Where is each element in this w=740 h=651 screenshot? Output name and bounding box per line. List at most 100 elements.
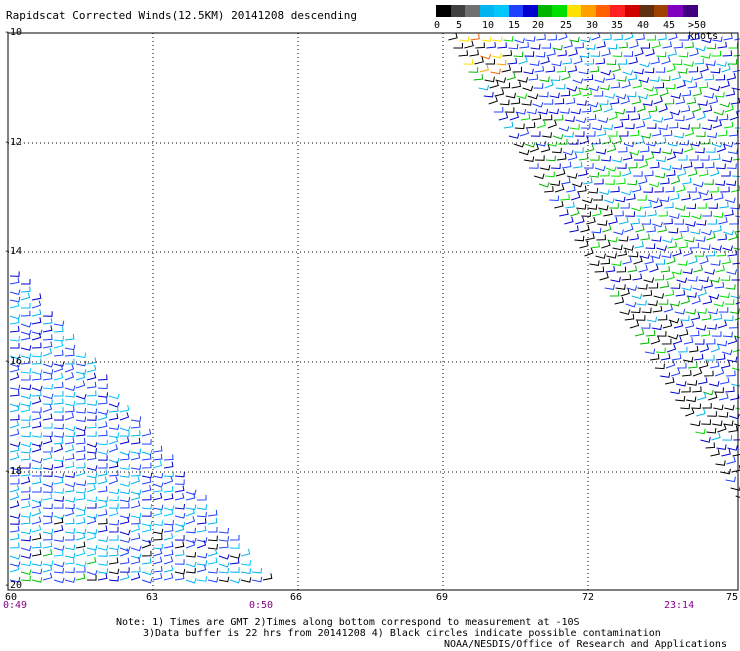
wind-barb bbox=[21, 432, 30, 437]
wind-barb bbox=[720, 187, 729, 192]
wind-barb bbox=[536, 34, 545, 40]
wind-barb bbox=[701, 230, 711, 235]
wind-barb bbox=[538, 109, 548, 114]
wind-barb bbox=[513, 67, 522, 72]
wind-barb bbox=[109, 470, 118, 476]
wind-barb bbox=[671, 369, 680, 377]
wind-barb bbox=[707, 44, 716, 49]
wind-barb bbox=[10, 492, 19, 500]
wind-barb bbox=[605, 284, 615, 289]
wind-barb bbox=[678, 260, 688, 265]
wind-barb bbox=[575, 217, 584, 224]
wind-barb bbox=[131, 490, 141, 495]
wind-barb bbox=[120, 482, 130, 487]
wind-barb bbox=[673, 60, 682, 65]
wind-barb bbox=[54, 473, 64, 478]
wind-barb bbox=[717, 62, 727, 67]
wind-barb bbox=[702, 211, 711, 216]
wind-barb bbox=[601, 258, 610, 264]
wind-barb bbox=[43, 374, 52, 380]
wind-barb bbox=[32, 407, 41, 412]
wind-barb bbox=[65, 545, 75, 550]
wind-barb bbox=[713, 212, 723, 217]
wind-barb bbox=[559, 126, 569, 131]
wind-barb bbox=[10, 290, 20, 295]
wind-barb bbox=[10, 543, 19, 548]
wind-barb bbox=[120, 437, 129, 444]
wind-barb bbox=[98, 537, 108, 542]
wind-barb bbox=[574, 147, 583, 152]
wind-barb bbox=[585, 145, 594, 152]
wind-barb bbox=[613, 230, 623, 235]
wind-barb bbox=[723, 230, 733, 235]
wind-barb bbox=[43, 399, 52, 404]
wind-barb bbox=[32, 293, 41, 300]
wind-barb bbox=[197, 560, 207, 565]
wind-barb bbox=[731, 485, 740, 490]
wind-barb bbox=[567, 86, 577, 91]
wind-barb bbox=[557, 154, 566, 160]
wind-barb bbox=[98, 486, 107, 492]
wind-barb bbox=[635, 241, 644, 248]
wind-barb bbox=[562, 162, 571, 168]
wind-barb bbox=[21, 303, 30, 308]
wind-barb bbox=[54, 462, 63, 469]
wind-barb bbox=[547, 35, 556, 40]
wind-barb bbox=[732, 366, 740, 371]
wind-barb bbox=[729, 323, 738, 328]
wind-barb bbox=[21, 279, 30, 284]
wind-barb bbox=[733, 154, 740, 160]
wind-barb bbox=[510, 112, 519, 120]
wind-barb bbox=[573, 162, 582, 168]
wind-barb bbox=[636, 121, 645, 128]
wind-barb bbox=[98, 551, 107, 556]
wind-barb bbox=[208, 577, 218, 582]
wind-barb bbox=[701, 419, 710, 424]
wind-barb bbox=[76, 573, 85, 580]
wind-barb bbox=[54, 415, 63, 420]
wind-barb bbox=[87, 415, 96, 420]
wind-barb bbox=[716, 164, 725, 169]
wind-barb bbox=[564, 41, 573, 48]
wind-barb bbox=[683, 269, 693, 274]
wind-barb bbox=[142, 578, 152, 583]
wind-barb bbox=[633, 171, 642, 176]
wind-barb bbox=[43, 561, 53, 566]
wind-barb bbox=[87, 570, 97, 575]
wind-barb bbox=[634, 155, 643, 160]
wind-barb bbox=[534, 83, 543, 88]
wind-barb bbox=[153, 549, 162, 556]
wind-barb bbox=[563, 58, 572, 64]
wind-barb bbox=[669, 123, 678, 129]
wind-barb bbox=[672, 354, 681, 361]
wind-barb bbox=[729, 219, 738, 224]
wind-barb bbox=[120, 503, 129, 508]
wind-barb bbox=[612, 261, 622, 266]
wind-barb bbox=[43, 318, 52, 324]
wind-barb bbox=[699, 170, 708, 177]
wind-barb bbox=[208, 518, 217, 524]
wind-barb bbox=[681, 387, 690, 392]
wind-barb bbox=[664, 113, 673, 120]
wind-barb bbox=[567, 173, 577, 178]
wind-barb bbox=[131, 476, 140, 484]
wind-barb bbox=[87, 557, 96, 564]
wind-barb bbox=[21, 518, 30, 524]
wind-barb bbox=[32, 386, 42, 391]
wind-barb bbox=[558, 32, 567, 40]
wind-barb bbox=[87, 484, 96, 492]
wind-barb bbox=[54, 546, 64, 551]
wind-barb bbox=[684, 337, 693, 344]
wind-barb bbox=[729, 130, 738, 136]
wind-barb bbox=[120, 497, 130, 502]
wind-barb bbox=[164, 506, 174, 511]
wind-barb bbox=[54, 444, 63, 452]
wind-barb bbox=[697, 393, 706, 400]
wind-barb bbox=[54, 321, 64, 326]
wind-barb bbox=[681, 194, 690, 200]
wind-barb bbox=[109, 520, 119, 525]
wind-barb bbox=[671, 283, 680, 288]
wind-barb bbox=[644, 278, 654, 283]
wind-barb bbox=[186, 538, 196, 543]
wind-barb bbox=[219, 554, 229, 559]
